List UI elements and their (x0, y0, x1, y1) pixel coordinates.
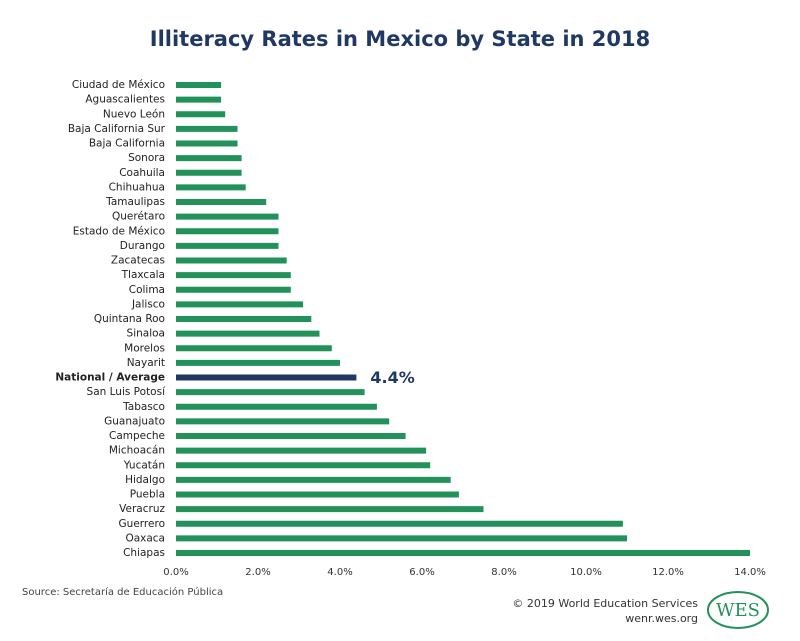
bar (176, 418, 390, 425)
bar (176, 520, 623, 527)
x-tick-label: 6.0% (409, 567, 434, 578)
bar (176, 301, 304, 308)
x-tick-label: 10.0% (570, 567, 602, 578)
bar (176, 82, 222, 88)
bar (176, 199, 267, 205)
bar (176, 535, 627, 542)
y-tick-label: Chiapas (123, 547, 165, 559)
chart-title: Illiteracy Rates in Mexico by State in 2… (150, 27, 651, 51)
bar (176, 272, 291, 279)
y-tick-label: Nayarit (127, 357, 165, 369)
y-tick-label: Nuevo León (103, 108, 165, 120)
y-tick-label: Durango (120, 240, 165, 252)
copyright: © 2019 World Education Services (512, 597, 698, 610)
y-tick-label: Guerrero (119, 518, 165, 530)
y-tick-label: Guanajuato (104, 415, 165, 427)
bar (176, 125, 238, 132)
y-tick-label: Puebla (130, 489, 165, 501)
bar (176, 155, 242, 162)
y-tick-label: Sinaloa (127, 328, 165, 340)
bar (176, 184, 246, 191)
x-tick-label: 8.0% (491, 567, 516, 578)
y-tick-label: Jalisco (131, 298, 165, 310)
bar (176, 476, 451, 483)
y-tick-label: Baja California Sur (68, 123, 166, 135)
y-tick-label: Estado de México (73, 225, 165, 237)
value-label: 4.4% (370, 368, 414, 387)
y-tick-label: Quintana Roo (94, 313, 165, 325)
y-tick-label: San Luis Potosí (87, 386, 167, 398)
x-tick-label: 0.0% (163, 567, 188, 578)
y-tick-label: Veracruz (119, 503, 165, 515)
bar (176, 213, 279, 220)
y-tick-label: Morelos (124, 342, 165, 354)
bar (176, 374, 357, 381)
website: wenr.wes.org (625, 612, 698, 625)
logo-ring (707, 591, 769, 629)
y-tick-label: Baja California (89, 138, 165, 150)
bar (176, 491, 459, 498)
y-tick-label: Aguascalientes (85, 94, 165, 106)
bar (176, 169, 242, 176)
bar (176, 111, 226, 118)
x-tick-label: 4.0% (327, 567, 352, 578)
y-tick-label: Yucatán (123, 459, 165, 471)
y-tick-label: Chihuahua (109, 181, 165, 193)
y-tick-label: Oaxaca (125, 532, 165, 544)
bar (176, 257, 287, 264)
bar (176, 330, 320, 337)
bar (176, 506, 484, 513)
logo: WES (716, 600, 760, 621)
bar (176, 316, 312, 322)
y-tick-label: Michoacán (109, 445, 165, 457)
y-tick-label: Hidalgo (125, 474, 165, 486)
y-tick-label: Colima (129, 284, 165, 296)
y-tick-label: Campeche (109, 430, 165, 442)
bar (176, 403, 377, 410)
y-tick-label: Ciudad de México (72, 79, 165, 91)
bar (176, 96, 222, 103)
y-tick-label: National / Average (55, 372, 165, 384)
bar (176, 550, 750, 556)
y-tick-label: Coahuila (119, 167, 165, 179)
x-tick-label: 2.0% (245, 567, 270, 578)
x-tick-label: 12.0% (652, 567, 684, 578)
y-tick-label: Tlaxcala (121, 269, 165, 281)
bar (176, 345, 332, 352)
bar (176, 462, 431, 469)
bar (176, 228, 279, 235)
bar (176, 140, 238, 147)
source: Source: Secretaría de Educación Pública (22, 586, 223, 598)
y-tick-label: Zacatecas (111, 255, 165, 267)
bar (176, 389, 365, 396)
bar (176, 242, 279, 249)
y-tick-label: Tabasco (122, 401, 165, 413)
y-tick-label: Querétaro (112, 211, 165, 223)
x-tick-label: 14.0% (734, 567, 766, 578)
bar (176, 359, 340, 366)
y-tick-label: Tamaulipas (105, 196, 165, 208)
y-tick-label: Sonora (128, 152, 165, 164)
bar (176, 433, 406, 439)
bar (176, 447, 427, 454)
bar (176, 286, 291, 293)
